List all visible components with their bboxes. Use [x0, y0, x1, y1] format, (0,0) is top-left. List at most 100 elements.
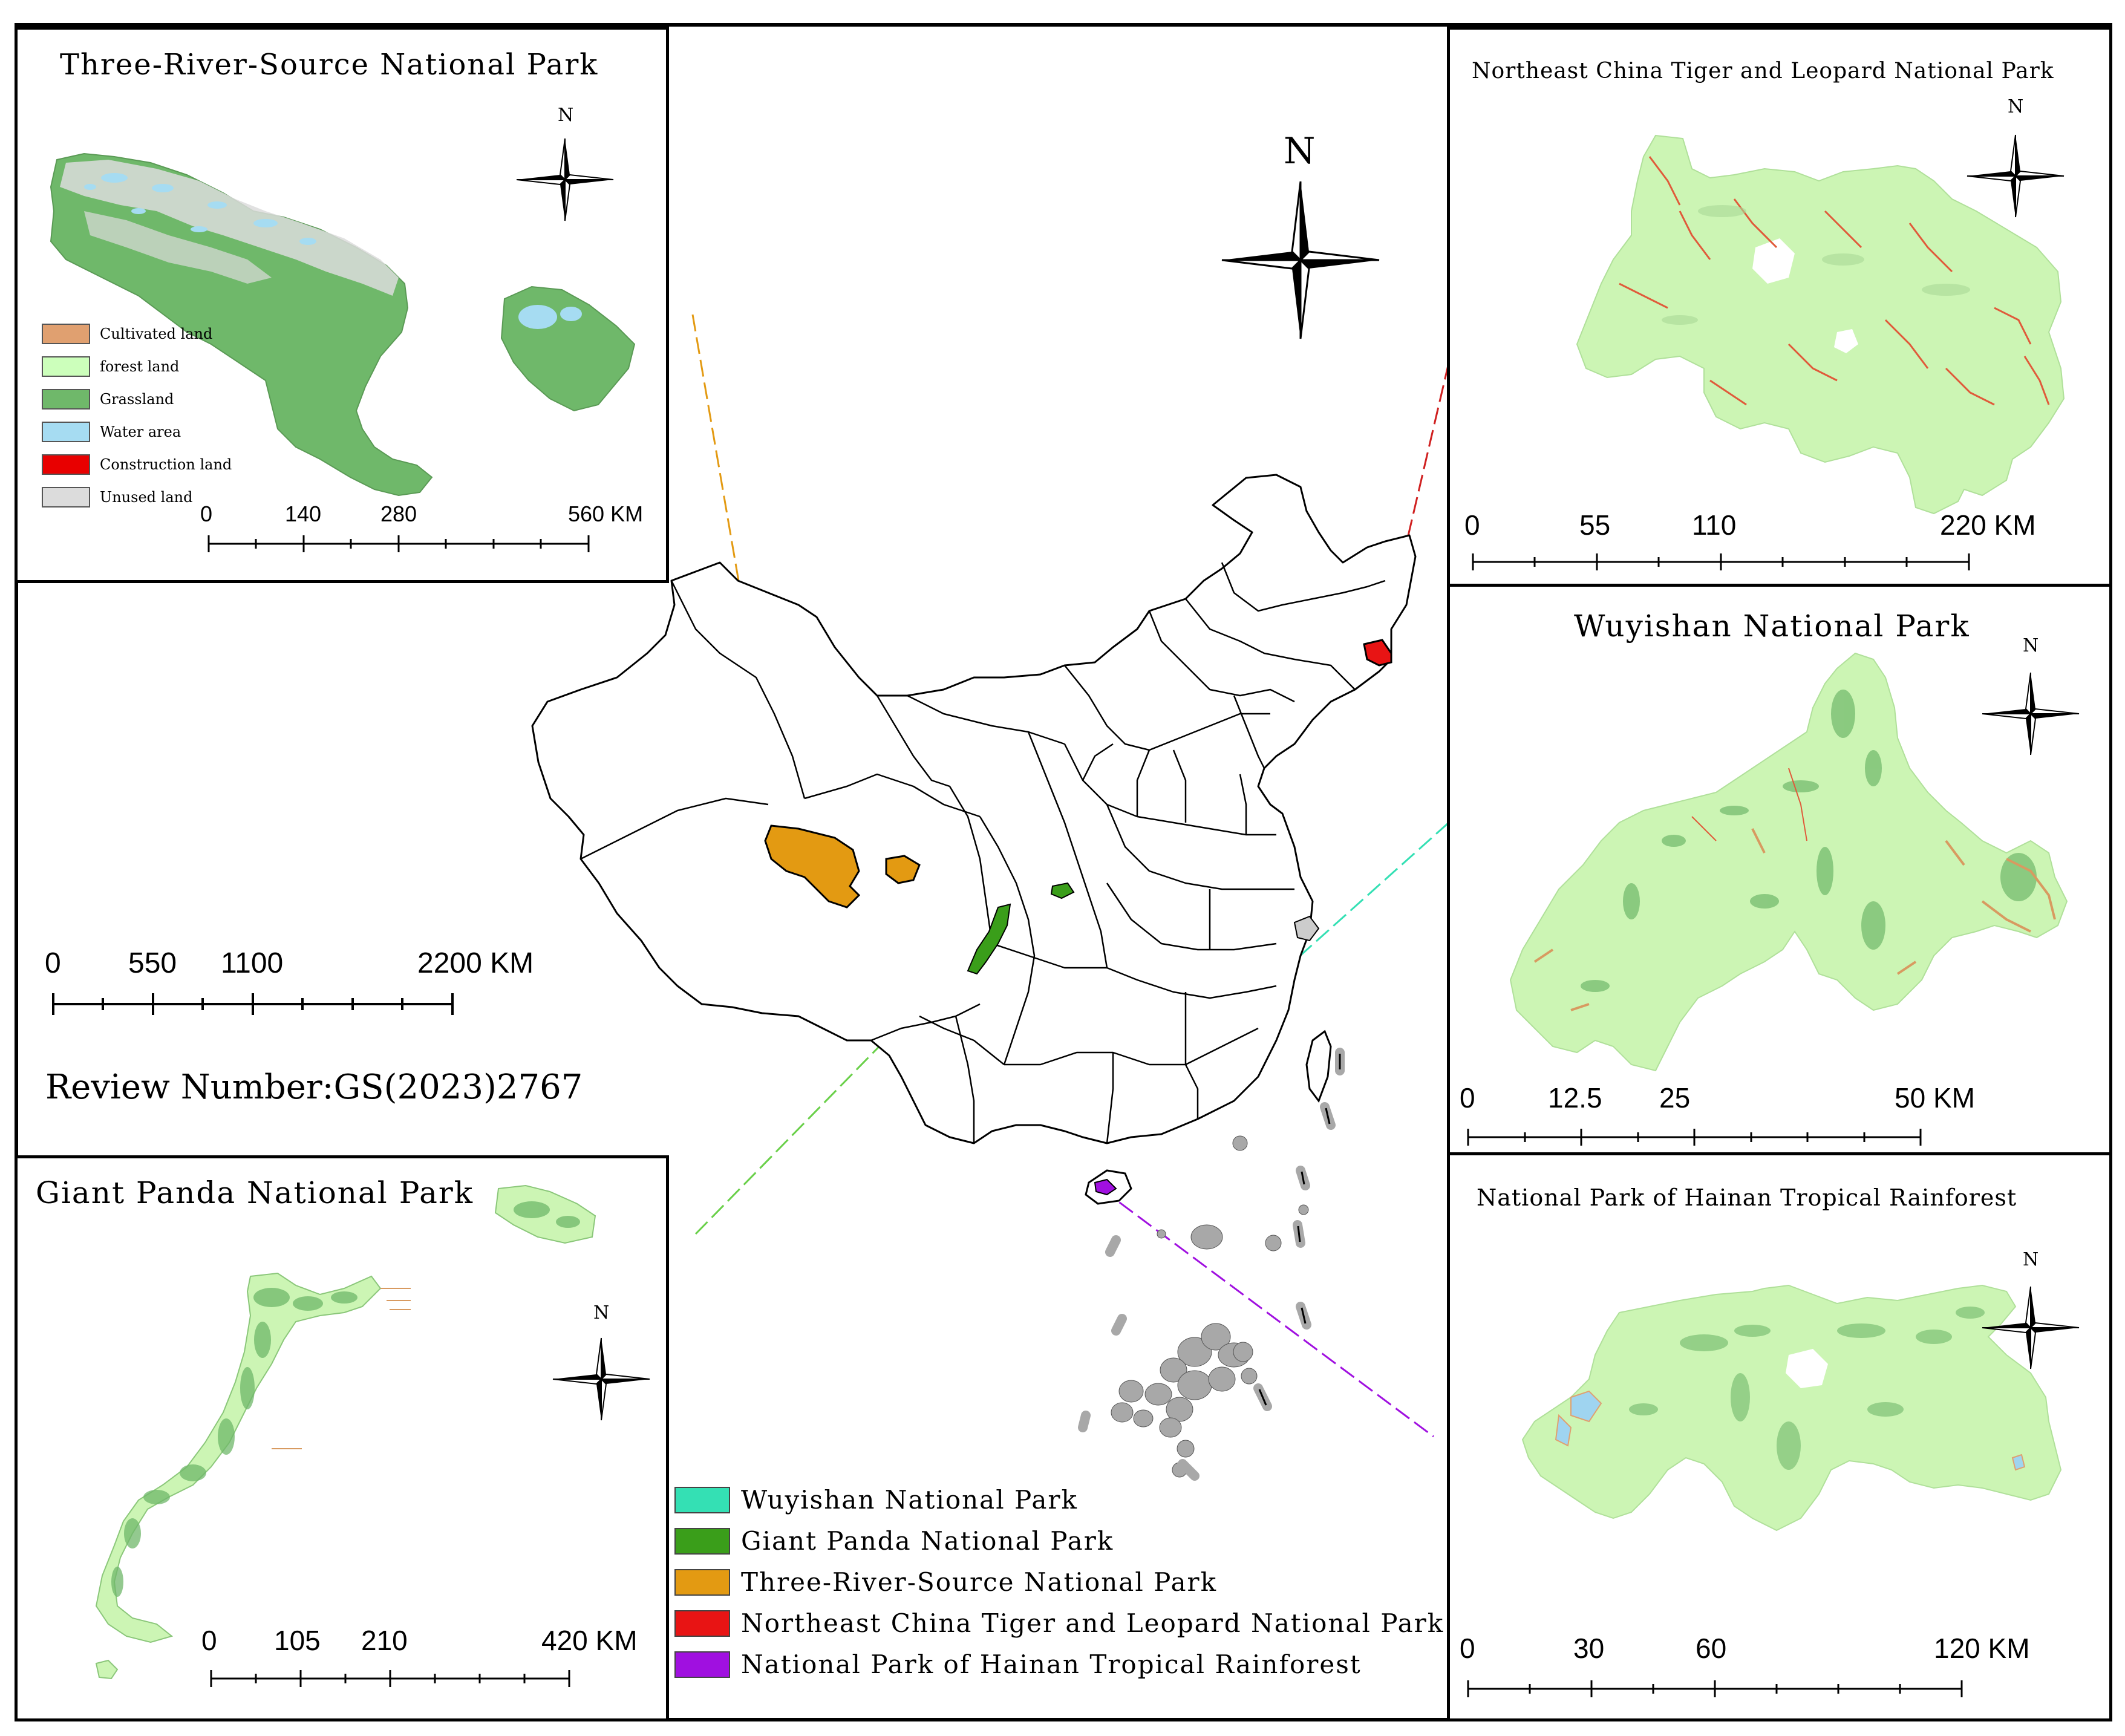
main-north-label: N [1284, 130, 1317, 172]
inset-scale-label-2: 60 [1696, 1633, 1727, 1664]
nine-dash-line-inner [1258, 1054, 1341, 1406]
inset-title: Three-River-Source National Park [60, 48, 599, 82]
landuse-swatch-cultivated [42, 324, 90, 344]
inset-north-arrow [1982, 672, 2080, 755]
park-giant-panda-north [1050, 882, 1075, 899]
main-scale-label-3: 2200 KM [417, 947, 534, 979]
tiger-leopard-hole [1752, 238, 1795, 284]
park-hainan [1094, 1178, 1117, 1196]
inset-wuyishan: Wuyishan National Park [1447, 584, 2112, 1158]
inset-scale-label-1: 140 [285, 501, 322, 526]
inset-scale-label-1: 30 [1573, 1633, 1605, 1664]
inset-scale-label-0: 0 [1460, 1082, 1475, 1114]
main-scale-label-2: 1100 [221, 947, 284, 979]
wuyishan-grass [1581, 690, 2037, 992]
main-legend-item: Three-River-Source National Park [674, 1567, 1217, 1597]
inset-north-label: N [2023, 635, 2040, 656]
inset-title: Giant Panda National Park [36, 1175, 474, 1210]
inset-scale-label-1: 55 [1579, 509, 1611, 541]
main-legend-item: Giant Panda National Park [674, 1526, 1114, 1556]
three-river-east-lake [518, 305, 557, 329]
tiger-leopard-construction [1619, 156, 2050, 406]
landuse-legend-item: Cultivated land [42, 324, 212, 344]
inset-scale-label-1: 105 [274, 1625, 321, 1656]
three-river-unused-patches [60, 160, 399, 296]
inset-tiger-leopard: Northeast China Tiger and Leopard Nation… [1447, 27, 2112, 587]
landuse-label: Water area [100, 423, 181, 440]
inset-scale-label-3: 220 KM [1940, 509, 2036, 541]
inset-scale-label-3: 120 KM [1934, 1633, 2030, 1664]
inset-three-river: Three-River-Source National Park N [15, 27, 669, 583]
inset-north-label: N [558, 105, 575, 126]
inset-scale-label-0: 0 [1464, 509, 1480, 541]
giant-panda-cultivated [272, 1288, 411, 1449]
inset-scale-label-2: 110 [1692, 509, 1737, 541]
hainan-hole [1786, 1349, 1828, 1388]
legend-label: Northeast China Tiger and Leopard Nation… [741, 1608, 1444, 1638]
landuse-swatch-water [42, 422, 90, 442]
landuse-swatch-unused [42, 487, 90, 507]
province-boundaries [580, 562, 1386, 1144]
hainan-region [1521, 1284, 2062, 1532]
inset-scale-label-2: 210 [361, 1625, 408, 1656]
park-giant-panda [967, 903, 1011, 975]
legend-swatch-wuyishan [674, 1486, 730, 1513]
landuse-label: Unused land [100, 489, 193, 506]
inset-scale-label-2: 280 [380, 501, 417, 526]
landuse-swatch-forest [42, 356, 90, 377]
park-three-river-east [885, 855, 921, 884]
legend-swatch-three-river [674, 1568, 730, 1596]
inset-title: Wuyishan National Park [1574, 609, 1970, 644]
landuse-legend-item: forest land [42, 356, 179, 377]
park-tiger-leopard [1363, 639, 1392, 667]
three-river-east-region [500, 286, 636, 412]
inset-scale-bar [1472, 553, 1970, 570]
landuse-label: Cultivated land [100, 325, 213, 342]
giant-panda-main-region [95, 1272, 382, 1643]
landuse-legend-item: Water area [42, 422, 181, 442]
inset-north-arrow [516, 138, 614, 221]
tiger-leopard-region [1576, 134, 2065, 515]
inset-title: Northeast China Tiger and Leopard Nation… [1472, 59, 2054, 83]
main-scale-label-1: 550 [128, 947, 177, 979]
legend-label: Three-River-Source National Park [741, 1567, 1218, 1597]
legend-label: Wuyishan National Park [741, 1485, 1078, 1515]
main-legend-item: National Park of Hainan Tropical Rainfor… [674, 1650, 1362, 1679]
landuse-legend-item: Unused land [42, 487, 192, 507]
inset-north-label: N [593, 1302, 611, 1323]
wuyishan-region [1509, 652, 2068, 1072]
south-sea-islands [1111, 1135, 1309, 1478]
review-number: Review Number:GS(2023)2767 [45, 1068, 583, 1107]
main-north-arrow [1221, 181, 1380, 339]
main-legend-item: Wuyishan National Park [674, 1485, 1078, 1515]
inset-north-arrow [1982, 1286, 2080, 1369]
leader-hainan [1100, 1187, 1434, 1438]
landuse-label: forest land [100, 358, 180, 375]
taiwan [1305, 1030, 1332, 1103]
main-legend-item: Northeast China Tiger and Leopard Nation… [674, 1608, 1444, 1638]
legend-swatch-giant-panda [674, 1527, 730, 1555]
inset-giant-panda: Giant Panda National Park [15, 1155, 669, 1721]
hainan-grass [1629, 1307, 1985, 1470]
wuyishan-construction [1691, 768, 1807, 841]
inset-scale-bar [210, 1670, 570, 1687]
legend-swatch-hainan [674, 1651, 730, 1678]
landuse-swatch-construction [42, 454, 90, 475]
wuyishan-map [1467, 652, 2080, 1146]
tiger-leopard-grass [1662, 205, 1970, 325]
landuse-legend-item: Construction land [42, 454, 232, 475]
inset-north-arrow [552, 1337, 650, 1421]
inset-scale-label-3: 560 KM [568, 501, 644, 526]
inset-scale-label-0: 0 [200, 501, 213, 526]
inset-title: National Park of Hainan Tropical Rainfor… [1477, 1184, 2017, 1211]
wuyishan-cultivated [1533, 828, 2056, 1011]
inset-scale-label-0: 0 [1460, 1633, 1475, 1664]
landuse-legend-item: Grassland [42, 389, 174, 410]
inset-scale-label-1: 12.5 [1548, 1082, 1602, 1114]
legend-swatch-tiger-leopard [674, 1610, 730, 1637]
giant-panda-islet [95, 1659, 119, 1680]
inset-scale-label-3: 50 KM [1895, 1082, 1975, 1114]
inset-north-label: N [2008, 96, 2025, 117]
giant-panda-grass-texture [111, 1201, 580, 1597]
